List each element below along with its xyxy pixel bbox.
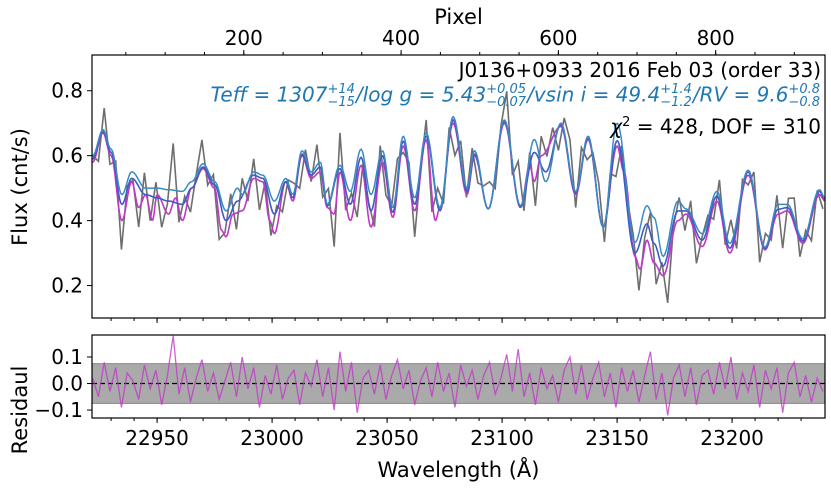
param-separator: / [355, 82, 363, 107]
chi2-text: = 428, DOF = 310 [630, 114, 821, 139]
chi-exponent: 2 [622, 115, 631, 130]
bottom-axes-frame [91, 334, 826, 419]
param-2-plus: +1.4 [660, 82, 692, 97]
residual-y-tick-label: 0.0 [51, 372, 83, 396]
residual-y-tick-label: −0.1 [34, 398, 83, 422]
param-2-minus: −1.2 [660, 95, 692, 110]
param-3-minus: −0.8 [788, 95, 820, 110]
y-axis-label: Flux (cnt/s) [8, 128, 32, 246]
param-3-value: RV = 9.6 [699, 82, 789, 107]
parameter-annotation: Teff = 1307 +14 −15/log g = 5.43 +0.05 −0.07… [211, 83, 821, 109]
param-2-errors: +1.4 −1.2 [660, 83, 692, 109]
param-separator: / [527, 82, 534, 107]
param-0-plus: +14 [327, 82, 355, 97]
x-tick-label: 22950 [125, 426, 189, 450]
pixel-tick-label: 800 [697, 26, 735, 50]
chi-symbol: χ [610, 114, 623, 139]
param-separator: / [692, 82, 700, 107]
pixel-tick-label: 600 [539, 26, 577, 50]
raw-model-spectrum-line [92, 115, 825, 258]
x-tick-label: 23150 [585, 426, 649, 450]
y-tick-label: 0.6 [51, 144, 83, 168]
x-tick-label: 23000 [240, 426, 304, 450]
x-tick-label: 23050 [355, 426, 419, 450]
param-0-value: Teff = 1307 [210, 82, 328, 107]
residual-y-tick-label: 0.1 [51, 345, 83, 369]
pixel-axis-label: Pixel [434, 5, 483, 29]
param-1-value: log g = 5.43 [362, 82, 487, 107]
x-tick-label: 23200 [700, 426, 764, 450]
param-0-minus: −15 [327, 95, 355, 110]
param-3-plus: +0.8 [788, 82, 820, 97]
y-tick-label: 0.8 [51, 79, 83, 103]
x-tick-label: 23100 [470, 426, 534, 450]
param-3-errors: +0.8 −0.8 [788, 83, 820, 109]
y-tick-label: 0.4 [51, 209, 83, 233]
residual-line [92, 335, 824, 416]
title-annotation: J0136+0933 2016 Feb 03 (order 33) [458, 58, 821, 82]
chi2-annotation: χ2 = 428, DOF = 310 [610, 113, 821, 137]
residual-y-axis-label: Residaul [8, 366, 32, 455]
top-axes-frame [91, 54, 826, 319]
x-axis-label: Wavelength (Å) [377, 456, 539, 482]
param-1-errors: +0.05 −0.07 [486, 83, 526, 109]
param-1-plus: +0.05 [486, 82, 527, 97]
param-1-minus: −0.07 [486, 95, 527, 110]
param-0-errors: +14 −15 [328, 83, 355, 109]
pixel-tick-label: 200 [225, 26, 263, 50]
y-tick-label: 0.2 [51, 274, 83, 298]
param-2-value: vsin i = 49.4 [533, 82, 661, 107]
pixel-tick-label: 400 [382, 26, 420, 50]
